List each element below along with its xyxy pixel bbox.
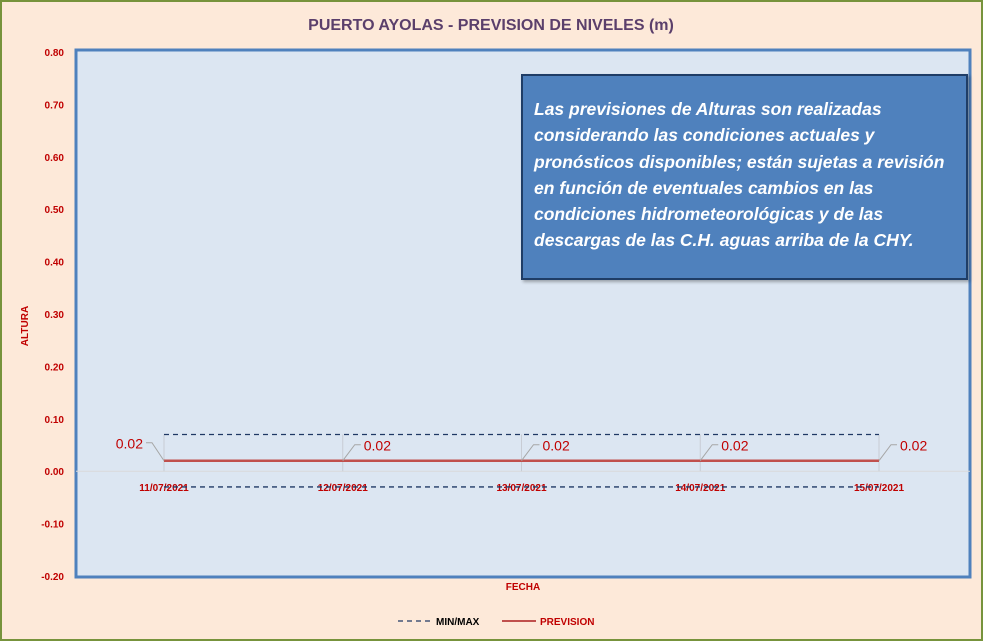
y-tick-label: -0.10 [41, 520, 64, 531]
data-label: 0.02 [900, 438, 927, 454]
x-tick-label: 14/07/2021 [675, 483, 725, 494]
x-axis-label: FECHA [506, 582, 540, 593]
data-label-leader [699, 444, 719, 462]
y-tick-label: 0.50 [45, 205, 65, 216]
x-tick-label: 11/07/2021 [139, 483, 189, 494]
forecast-disclaimer-note: Las previsiones de Alturas son realizada… [521, 74, 968, 280]
data-label: 0.02 [543, 438, 570, 454]
y-tick-label: 0.80 [45, 48, 65, 59]
data-label: 0.02 [364, 438, 391, 454]
legend-prevision-label: PREVISION [540, 617, 594, 628]
x-tick-label: 13/07/2021 [496, 483, 546, 494]
chart-title: PUERTO AYOLAS - PREVISION DE NIVELES (m) [308, 17, 674, 34]
legend-minmax-label: MIN/MAX [436, 617, 480, 628]
data-label-leader [146, 442, 165, 461]
y-tick-label: 0.60 [45, 153, 65, 164]
x-tick-label: 12/07/2021 [318, 483, 368, 494]
x-tick-label: 15/07/2021 [854, 483, 904, 494]
data-label: 0.02 [721, 438, 748, 454]
legend: MIN/MAX PREVISION [398, 617, 594, 628]
y-tick-label: 0.00 [45, 467, 65, 478]
y-tick-label: 0.40 [45, 258, 65, 269]
y-tick-label: 0.70 [45, 100, 65, 111]
data-label-leader [521, 444, 540, 462]
data-label-leader [342, 444, 361, 462]
y-tick-label: 0.30 [45, 310, 65, 321]
y-tick-label: -0.20 [41, 572, 64, 583]
data-label-leader [878, 444, 897, 462]
y-tick-label: 0.10 [45, 415, 65, 426]
data-label: 0.02 [116, 436, 143, 452]
y-tick-label: 0.20 [45, 362, 65, 373]
y-axis-label: ALTURA [20, 306, 31, 346]
